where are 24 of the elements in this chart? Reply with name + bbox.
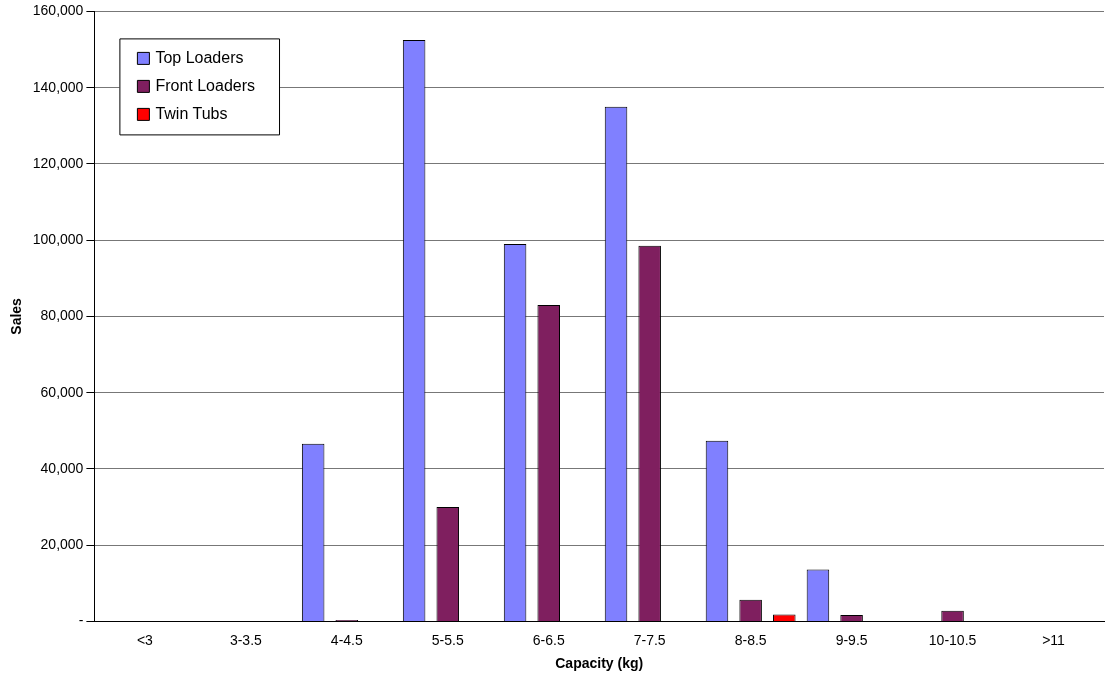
x-tick-label: 8-8.5 xyxy=(734,631,767,648)
x-tick-label: 10-10.5 xyxy=(928,631,977,648)
y-tick-label: 120,000 xyxy=(32,154,84,171)
legend-label: Top Loaders xyxy=(155,48,244,66)
y-tick-label: 40,000 xyxy=(40,459,84,476)
y-tick-label: 80,000 xyxy=(40,307,84,324)
x-tick-label: 5-5.5 xyxy=(431,631,464,648)
x-tick-label: 6-6.5 xyxy=(532,631,565,648)
y-tick-label: 100,000 xyxy=(32,231,84,248)
x-tick-label: 9-9.5 xyxy=(835,631,868,648)
x-tick-label: <3 xyxy=(136,631,154,648)
y-tick-label: 20,000 xyxy=(40,536,84,553)
y-tick-label: 160,000 xyxy=(32,2,84,19)
x-axis-title: Capacity (kg) xyxy=(555,655,644,672)
y-tick-label: - xyxy=(78,612,84,629)
legend-label: Twin Tubs xyxy=(155,104,228,122)
x-tick-label: 7-7.5 xyxy=(633,631,666,648)
x-tick-label: 3-3.5 xyxy=(229,631,263,648)
y-tick-label: 140,000 xyxy=(32,78,84,95)
x-tick-label: 4-4.5 xyxy=(330,631,363,648)
legend-label: Front Loaders xyxy=(155,76,256,94)
y-tick-label: 60,000 xyxy=(40,383,84,400)
y-axis-title: Sales xyxy=(8,297,25,335)
x-tick-label: >11 xyxy=(1042,631,1066,648)
